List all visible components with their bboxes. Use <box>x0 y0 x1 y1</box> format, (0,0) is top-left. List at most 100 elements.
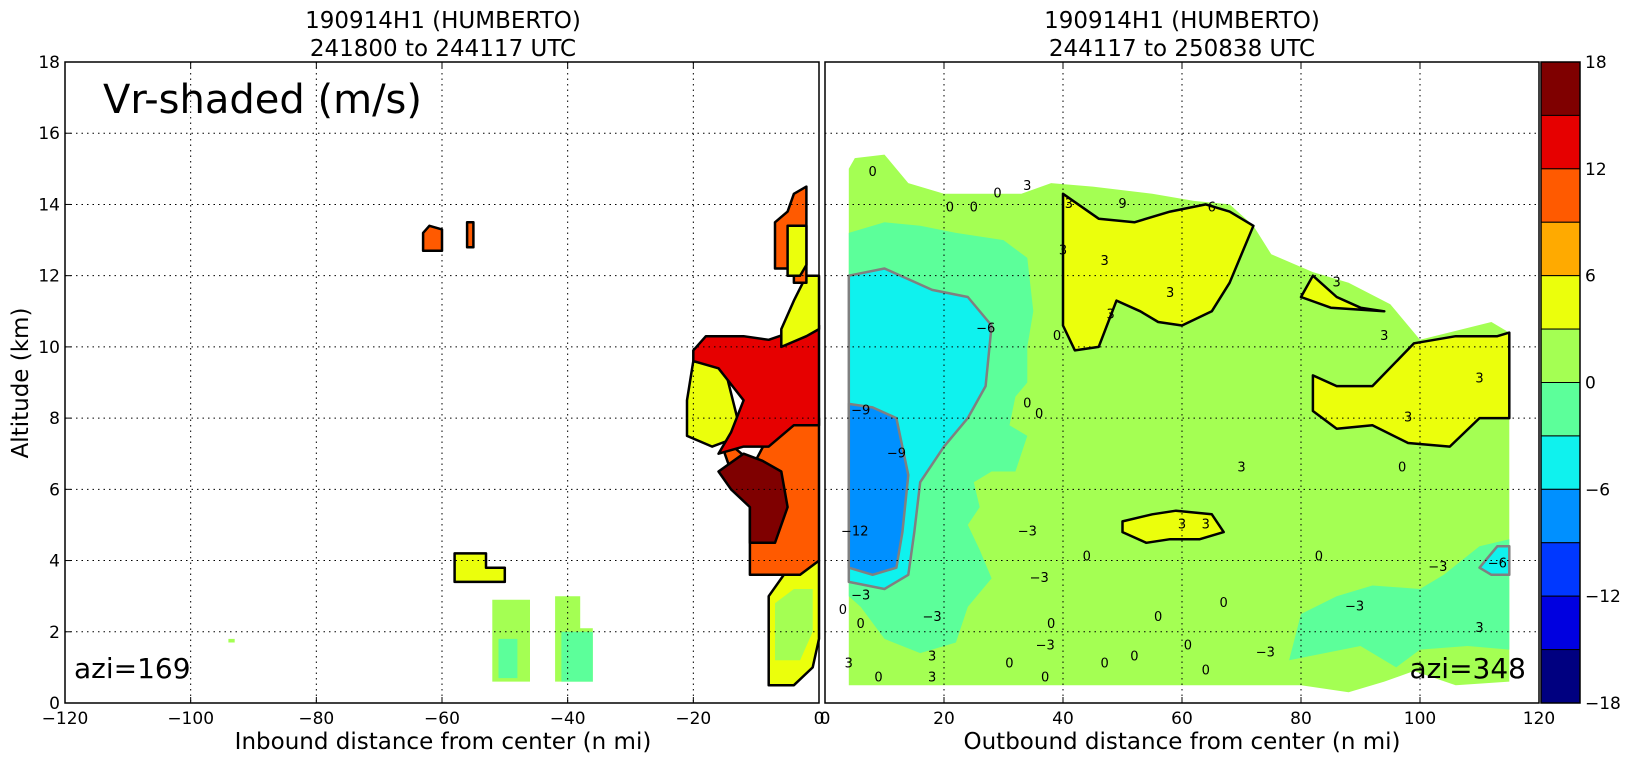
right-region-7 <box>847 402 910 577</box>
left-xtick-label-1: −100 <box>167 709 214 729</box>
right-contour-label-5: 3 <box>1065 197 1073 212</box>
right-contour-label-25: 3 <box>1178 518 1186 533</box>
right-contour-label-33: −3 <box>851 589 870 604</box>
colorbar-swatch-3 <box>1540 221 1581 277</box>
right-contour-label-28: 0 <box>1083 550 1091 565</box>
right-panel: 190914H1 (HUMBERTO) 244117 to 250838 UTC… <box>820 8 1556 755</box>
right-region-9 <box>1478 545 1511 577</box>
right-contour-label-2: 0 <box>970 201 978 216</box>
left-region-16 <box>786 224 808 277</box>
colorbar-swatch-4 <box>1540 275 1581 330</box>
right-contour-label-16: 3 <box>1475 372 1483 387</box>
colorbar-swatch-9 <box>1540 542 1581 597</box>
right-contour-label-44: −3 <box>1256 646 1275 661</box>
left-xtick-label-6: 0 <box>814 709 825 729</box>
left-region-11 <box>717 452 789 545</box>
left-y-ticks: 0 2 4 6 8 10 12 14 16 18 <box>38 53 71 714</box>
colorbar: 18 12 6 0 −6 −12 −18 <box>1540 53 1621 714</box>
right-contour-label-41: −3 <box>1036 639 1055 654</box>
right-contour-label-22: 3 <box>1237 461 1245 476</box>
right-contour-label-12: −6 <box>976 322 995 337</box>
right-contour-label-36: −3 <box>1345 599 1364 614</box>
right-contour-label-53: 3 <box>928 671 936 686</box>
ytick-label-7: 14 <box>38 195 60 215</box>
right-contour-label-38: 0 <box>1154 610 1162 625</box>
ytick-label-9: 18 <box>38 53 60 73</box>
right-title-line2: 244117 to 250838 UTC <box>1049 36 1315 62</box>
right-contour-label-30: −3 <box>1428 560 1447 575</box>
left-grid <box>65 62 819 703</box>
left-xtick-label-3: −60 <box>424 709 460 729</box>
right-contour-label-1: 0 <box>946 201 954 216</box>
right-contour-label-39: 0 <box>1047 617 1055 632</box>
right-contour-label-48: 0 <box>1101 656 1109 671</box>
colorbar-tick-1: 12 <box>1585 160 1607 180</box>
right-contour-label-42: 3 <box>1475 621 1483 636</box>
left-azimuth-label: azi=169 <box>74 652 191 685</box>
left-title-line2: 241800 to 244117 UTC <box>310 36 576 62</box>
right-contour-label-21: −9 <box>887 446 906 461</box>
right-title-line1: 190914H1 (HUMBERTO) <box>1044 8 1320 34</box>
right-contour-label-47: 0 <box>1005 656 1013 671</box>
right-contour-label-32: −3 <box>1030 571 1049 586</box>
right-contour-label-27: −12 <box>841 525 868 540</box>
right-contour-label-0: 0 <box>868 165 876 180</box>
right-contour-label-29: 0 <box>1315 550 1323 565</box>
colorbar-tick-6: −18 <box>1585 694 1621 714</box>
right-contour-label-35: 0 <box>1220 596 1228 611</box>
right-grid <box>825 62 1539 703</box>
left-region-13 <box>692 324 821 455</box>
colorbar-frame <box>1540 61 1581 704</box>
right-contour-label-52: 0 <box>1202 664 1210 679</box>
right-region-3 <box>1311 331 1511 448</box>
left-title-line1: 190914H1 (HUMBERTO) <box>305 8 581 34</box>
colorbar-swatch-6 <box>1540 382 1581 437</box>
right-contour-label-51: 0 <box>1041 671 1049 686</box>
right-xtick-label-6: 120 <box>1523 709 1555 729</box>
right-contour-label-45: 0 <box>1130 649 1138 664</box>
right-contour-label-40: 0 <box>857 617 865 632</box>
right-contour-label-50: 0 <box>874 671 882 686</box>
right-contour-label-13: 0 <box>1053 329 1061 344</box>
left-xtick-label-2: −80 <box>298 709 334 729</box>
left-region-6 <box>561 631 593 682</box>
vr-shaded-annotation: Vr-shaded (m/s) <box>103 77 422 123</box>
ytick-label-5: 10 <box>38 338 60 358</box>
right-contour-label-24: 3 <box>1202 518 1210 533</box>
left-region-2 <box>453 552 507 584</box>
right-contour-label-19: 0 <box>1035 407 1043 422</box>
colorbar-swatch-11 <box>1540 649 1581 704</box>
colorbar-tick-3: 0 <box>1585 374 1596 394</box>
colorbar-swatch-5 <box>1540 328 1581 384</box>
right-contour-label-46: 3 <box>928 649 936 664</box>
right-contour-label-4: 3 <box>1023 179 1031 194</box>
right-xtick-label-3: 60 <box>1171 709 1193 729</box>
right-contour-label-15: 3 <box>1333 275 1341 290</box>
right-contour-label-31: −6 <box>1488 557 1507 572</box>
ytick-label-0: 0 <box>49 694 60 714</box>
right-contour-label-23: 0 <box>1398 461 1406 476</box>
colorbar-tick-4: −6 <box>1585 480 1610 500</box>
ytick-label-2: 4 <box>49 552 60 572</box>
left-region-1 <box>465 221 475 249</box>
colorbar-tick-2: 6 <box>1585 267 1596 287</box>
left-region-12 <box>685 359 739 448</box>
right-region-4 <box>1121 509 1225 545</box>
colorbar-tick-0: 18 <box>1585 53 1607 73</box>
right-contour-label-9: 3 <box>1101 254 1109 269</box>
right-region-8 <box>1289 539 1510 668</box>
right-contour-label-7: 6 <box>1208 201 1216 216</box>
y-axis-label: Altitude (km) <box>8 308 34 459</box>
right-contour-label-11: 3 <box>1106 307 1114 322</box>
colorbar-tick-5: −12 <box>1585 587 1621 607</box>
left-xtick-label-4: −40 <box>550 709 586 729</box>
right-contour-label-26: −3 <box>1018 525 1037 540</box>
right-contour-label-49: 3 <box>845 656 853 671</box>
right-contour-label-18: 0 <box>1023 396 1031 411</box>
right-contour-label-43: 0 <box>1184 639 1192 654</box>
ytick-label-6: 12 <box>38 267 60 287</box>
right-contour-label-10: 3 <box>1166 286 1174 301</box>
left-x-axis-label: Inbound distance from center (n mi) <box>235 729 652 755</box>
left-region-9 <box>775 589 813 661</box>
